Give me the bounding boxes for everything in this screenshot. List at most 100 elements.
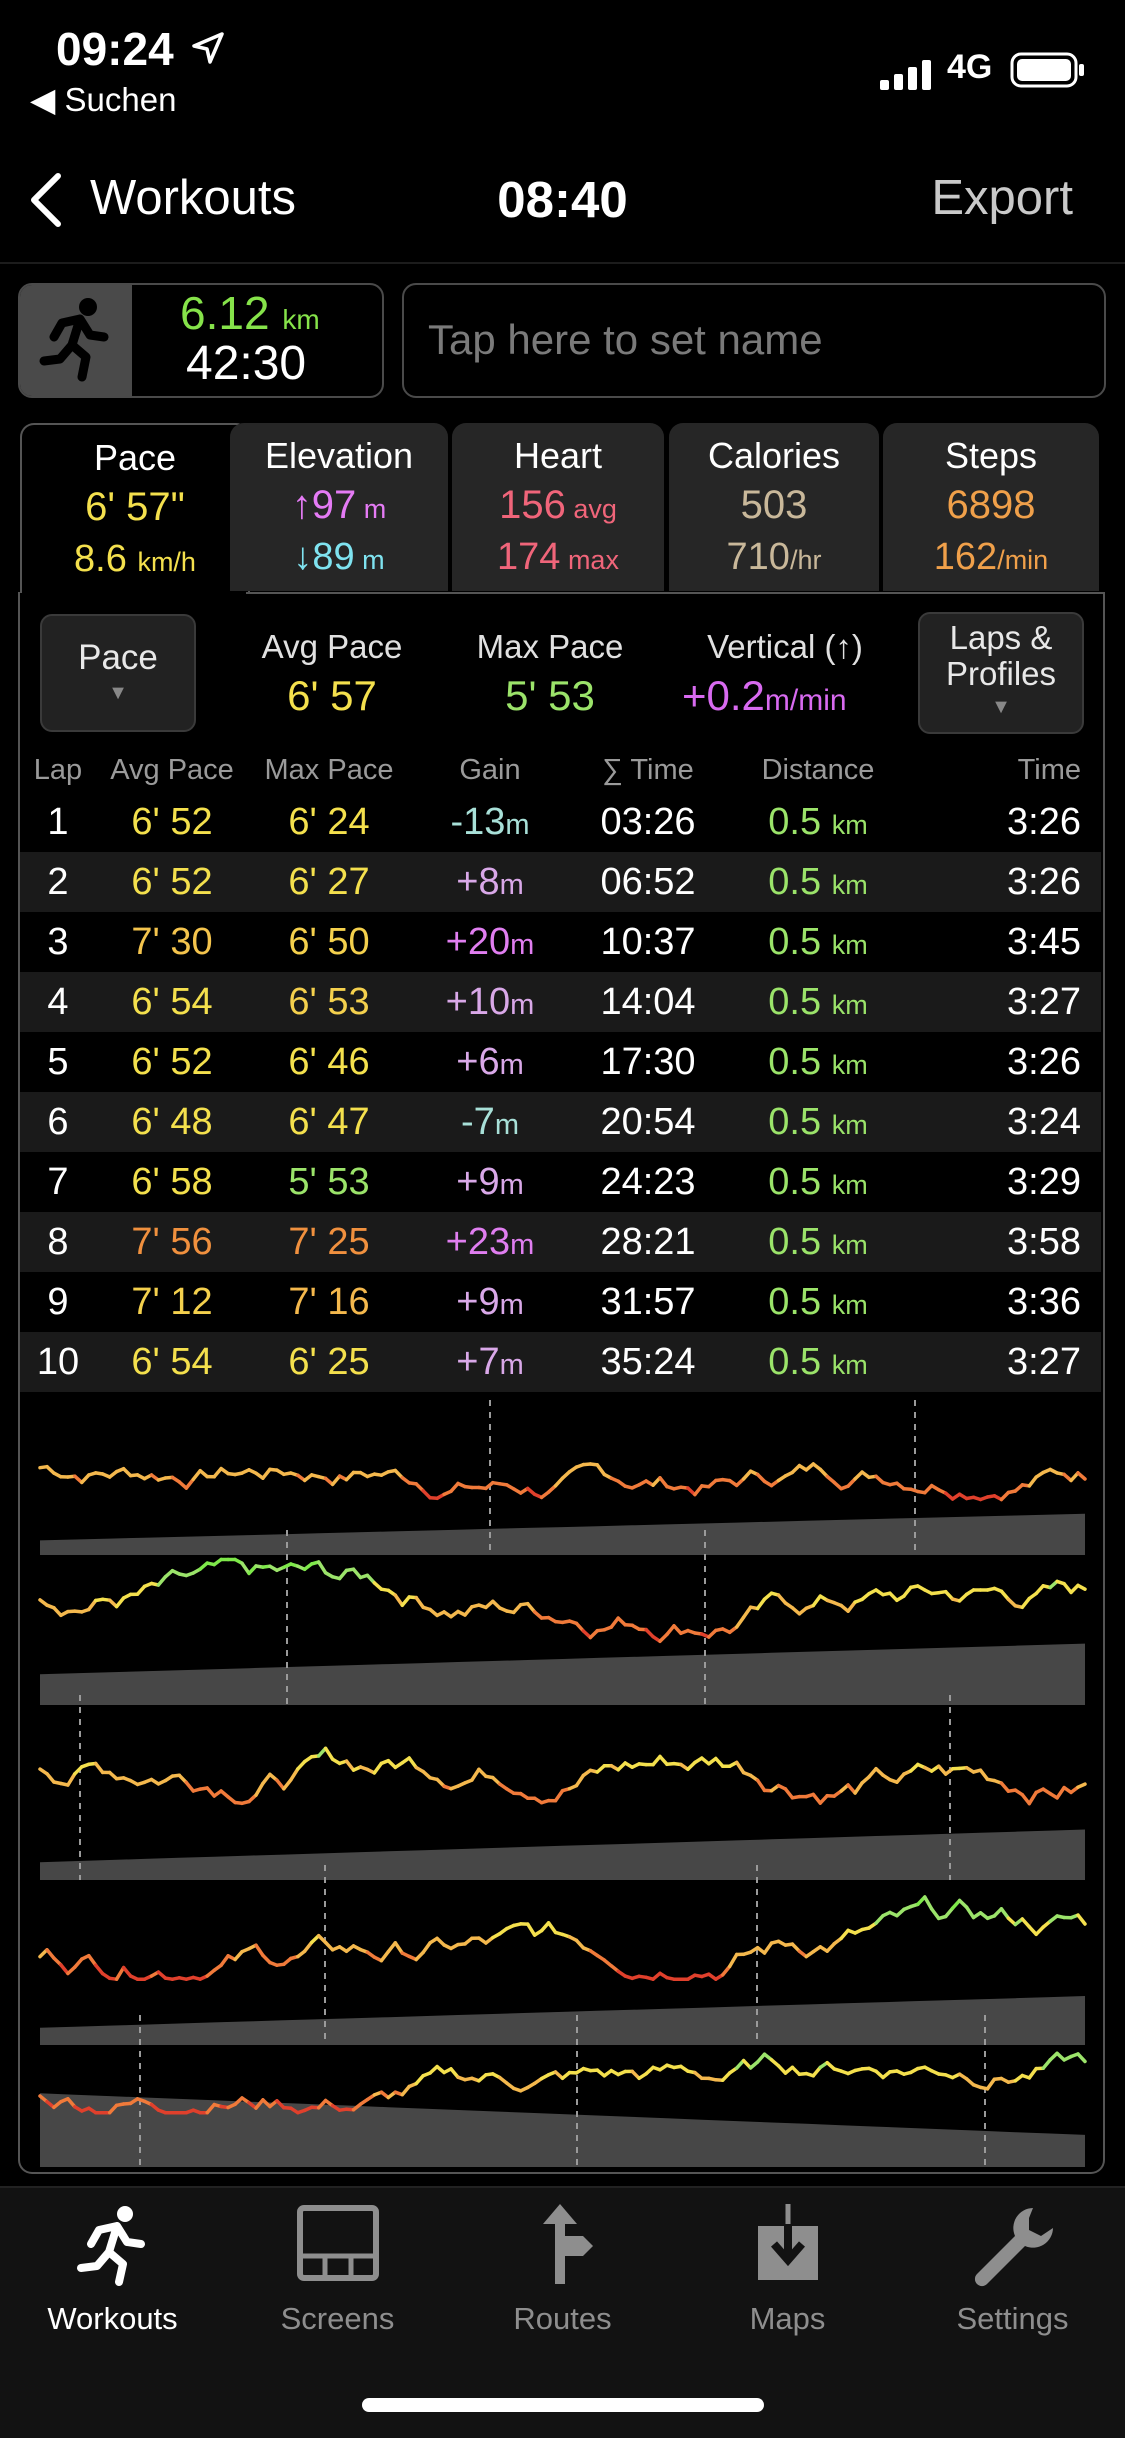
pace-segment bbox=[291, 1769, 298, 1780]
lap-cumulative-time: 06:52 bbox=[570, 861, 726, 904]
tab-calories[interactable]: Calories 503 710/hr bbox=[669, 423, 879, 591]
tab-label: Screens bbox=[225, 2301, 450, 2337]
lap-distance: 0.5 km bbox=[726, 801, 910, 844]
pace-segment bbox=[409, 1758, 416, 1768]
back-to-app-link[interactable]: ◀ Suchen bbox=[30, 80, 176, 119]
lap-max-pace: 5' 53 bbox=[248, 1161, 410, 1204]
lap-cumulative-time: 03:26 bbox=[570, 801, 726, 844]
lap-distance: 0.5 km bbox=[726, 1041, 910, 1084]
lap-avg-pace: 6' 54 bbox=[96, 1341, 248, 1384]
vertical-label: Vertical (↑) bbox=[660, 628, 910, 666]
back-chevron-icon[interactable] bbox=[24, 168, 68, 232]
lap-number: 3 bbox=[20, 921, 96, 964]
pace-segment bbox=[737, 1617, 744, 1627]
lap-number: 6 bbox=[20, 1101, 96, 1144]
tab-value-1: 503 bbox=[669, 483, 879, 528]
tab-elevation[interactable]: Elevation↑97 m↓89 m bbox=[230, 423, 448, 591]
screens-icon bbox=[288, 2200, 388, 2288]
lap-cumulative-time: 24:23 bbox=[570, 1161, 726, 1204]
col-time: Time bbox=[910, 754, 1091, 787]
pace-segment bbox=[744, 1607, 751, 1617]
elevation-area bbox=[40, 1830, 1085, 1881]
pace-selector-button[interactable]: Pace ▼ bbox=[40, 614, 196, 732]
lap-time: 3:27 bbox=[910, 981, 1091, 1024]
tab-screens[interactable]: Screens bbox=[225, 2200, 450, 2337]
tab-value-1: 6898 bbox=[883, 483, 1099, 528]
avg-pace-label: Avg Pace bbox=[222, 628, 442, 666]
nav-divider bbox=[0, 262, 1125, 264]
pace-segment bbox=[528, 1924, 535, 1935]
laps-profiles-label-1: Laps & bbox=[920, 620, 1082, 656]
lap-gain: +23m bbox=[410, 1221, 570, 1264]
pace-segment bbox=[730, 1955, 737, 1967]
pace-segment bbox=[1078, 2054, 1085, 2062]
tab-workouts[interactable]: Workouts bbox=[0, 2200, 225, 2337]
name-placeholder: Tap here to set name bbox=[428, 316, 823, 364]
summary-distance: 6.12 km bbox=[180, 286, 320, 340]
lap-gain: -13m bbox=[410, 801, 570, 844]
tab-value-1: 6' 57" bbox=[22, 485, 248, 530]
home-indicator[interactable] bbox=[362, 2398, 764, 2412]
tab-value-2: 710/hr bbox=[669, 536, 879, 579]
lap-distance: 0.5 km bbox=[726, 1221, 910, 1264]
max-pace-label: Max Pace bbox=[440, 628, 660, 666]
pace-segment bbox=[597, 1465, 604, 1475]
back-button[interactable]: Workouts bbox=[90, 170, 296, 226]
laps-profiles-button[interactable]: Laps & Profiles ▼ bbox=[918, 612, 1084, 734]
tab-maps[interactable]: Maps bbox=[675, 2200, 900, 2337]
profile-graph[interactable] bbox=[40, 1400, 1085, 1555]
lap-time: 3:45 bbox=[910, 921, 1091, 964]
lap-cumulative-time: 14:04 bbox=[570, 981, 726, 1024]
profile-graph[interactable] bbox=[40, 1530, 1085, 1705]
pace-segment bbox=[576, 1775, 583, 1785]
lap-gain: +10m bbox=[410, 981, 570, 1024]
tab-label: Pace bbox=[22, 437, 248, 479]
summary-duration: 42:30 bbox=[186, 336, 306, 391]
routes-icon bbox=[513, 2200, 613, 2288]
tab-label: Steps bbox=[883, 435, 1099, 477]
network-type: 4G bbox=[947, 48, 992, 87]
activity-type-button[interactable] bbox=[20, 285, 132, 396]
chevron-down-icon: ▼ bbox=[42, 682, 194, 705]
pace-segment bbox=[1078, 1784, 1085, 1787]
tab-settings[interactable]: Settings bbox=[900, 2200, 1125, 2337]
lap-time: 3:27 bbox=[910, 1341, 1091, 1384]
lap-gain: +8m bbox=[410, 861, 570, 904]
lap-number: 1 bbox=[20, 801, 96, 844]
panel-top-border bbox=[246, 592, 1103, 594]
elevation-area bbox=[40, 1644, 1085, 1705]
lap-max-pace: 6' 46 bbox=[248, 1041, 410, 1084]
profile-graphs[interactable] bbox=[0, 1395, 1125, 2170]
elevation-area bbox=[40, 1996, 1085, 2045]
lap-time: 3:29 bbox=[910, 1161, 1091, 1204]
tab-label: Calories bbox=[669, 435, 879, 477]
pace-segment bbox=[765, 1943, 772, 1953]
col-distance: Distance bbox=[726, 754, 910, 787]
lap-max-pace: 6' 53 bbox=[248, 981, 410, 1024]
export-button[interactable]: Export bbox=[931, 170, 1073, 226]
profile-graph[interactable] bbox=[40, 1695, 1085, 1880]
lap-cumulative-time: 17:30 bbox=[570, 1041, 726, 1084]
lap-number: 9 bbox=[20, 1281, 96, 1324]
tab-routes[interactable]: Routes bbox=[450, 2200, 675, 2337]
profile-graph[interactable] bbox=[40, 1865, 1085, 2045]
pace-segment bbox=[472, 1769, 479, 1780]
pace-segment bbox=[855, 1783, 862, 1793]
lap-cumulative-time: 28:21 bbox=[570, 1221, 726, 1264]
pace-segment bbox=[967, 1907, 974, 1917]
runner-icon bbox=[63, 2200, 163, 2288]
table-header: Lap Avg Pace Max Pace Gain ∑ Time Distan… bbox=[20, 748, 1101, 792]
